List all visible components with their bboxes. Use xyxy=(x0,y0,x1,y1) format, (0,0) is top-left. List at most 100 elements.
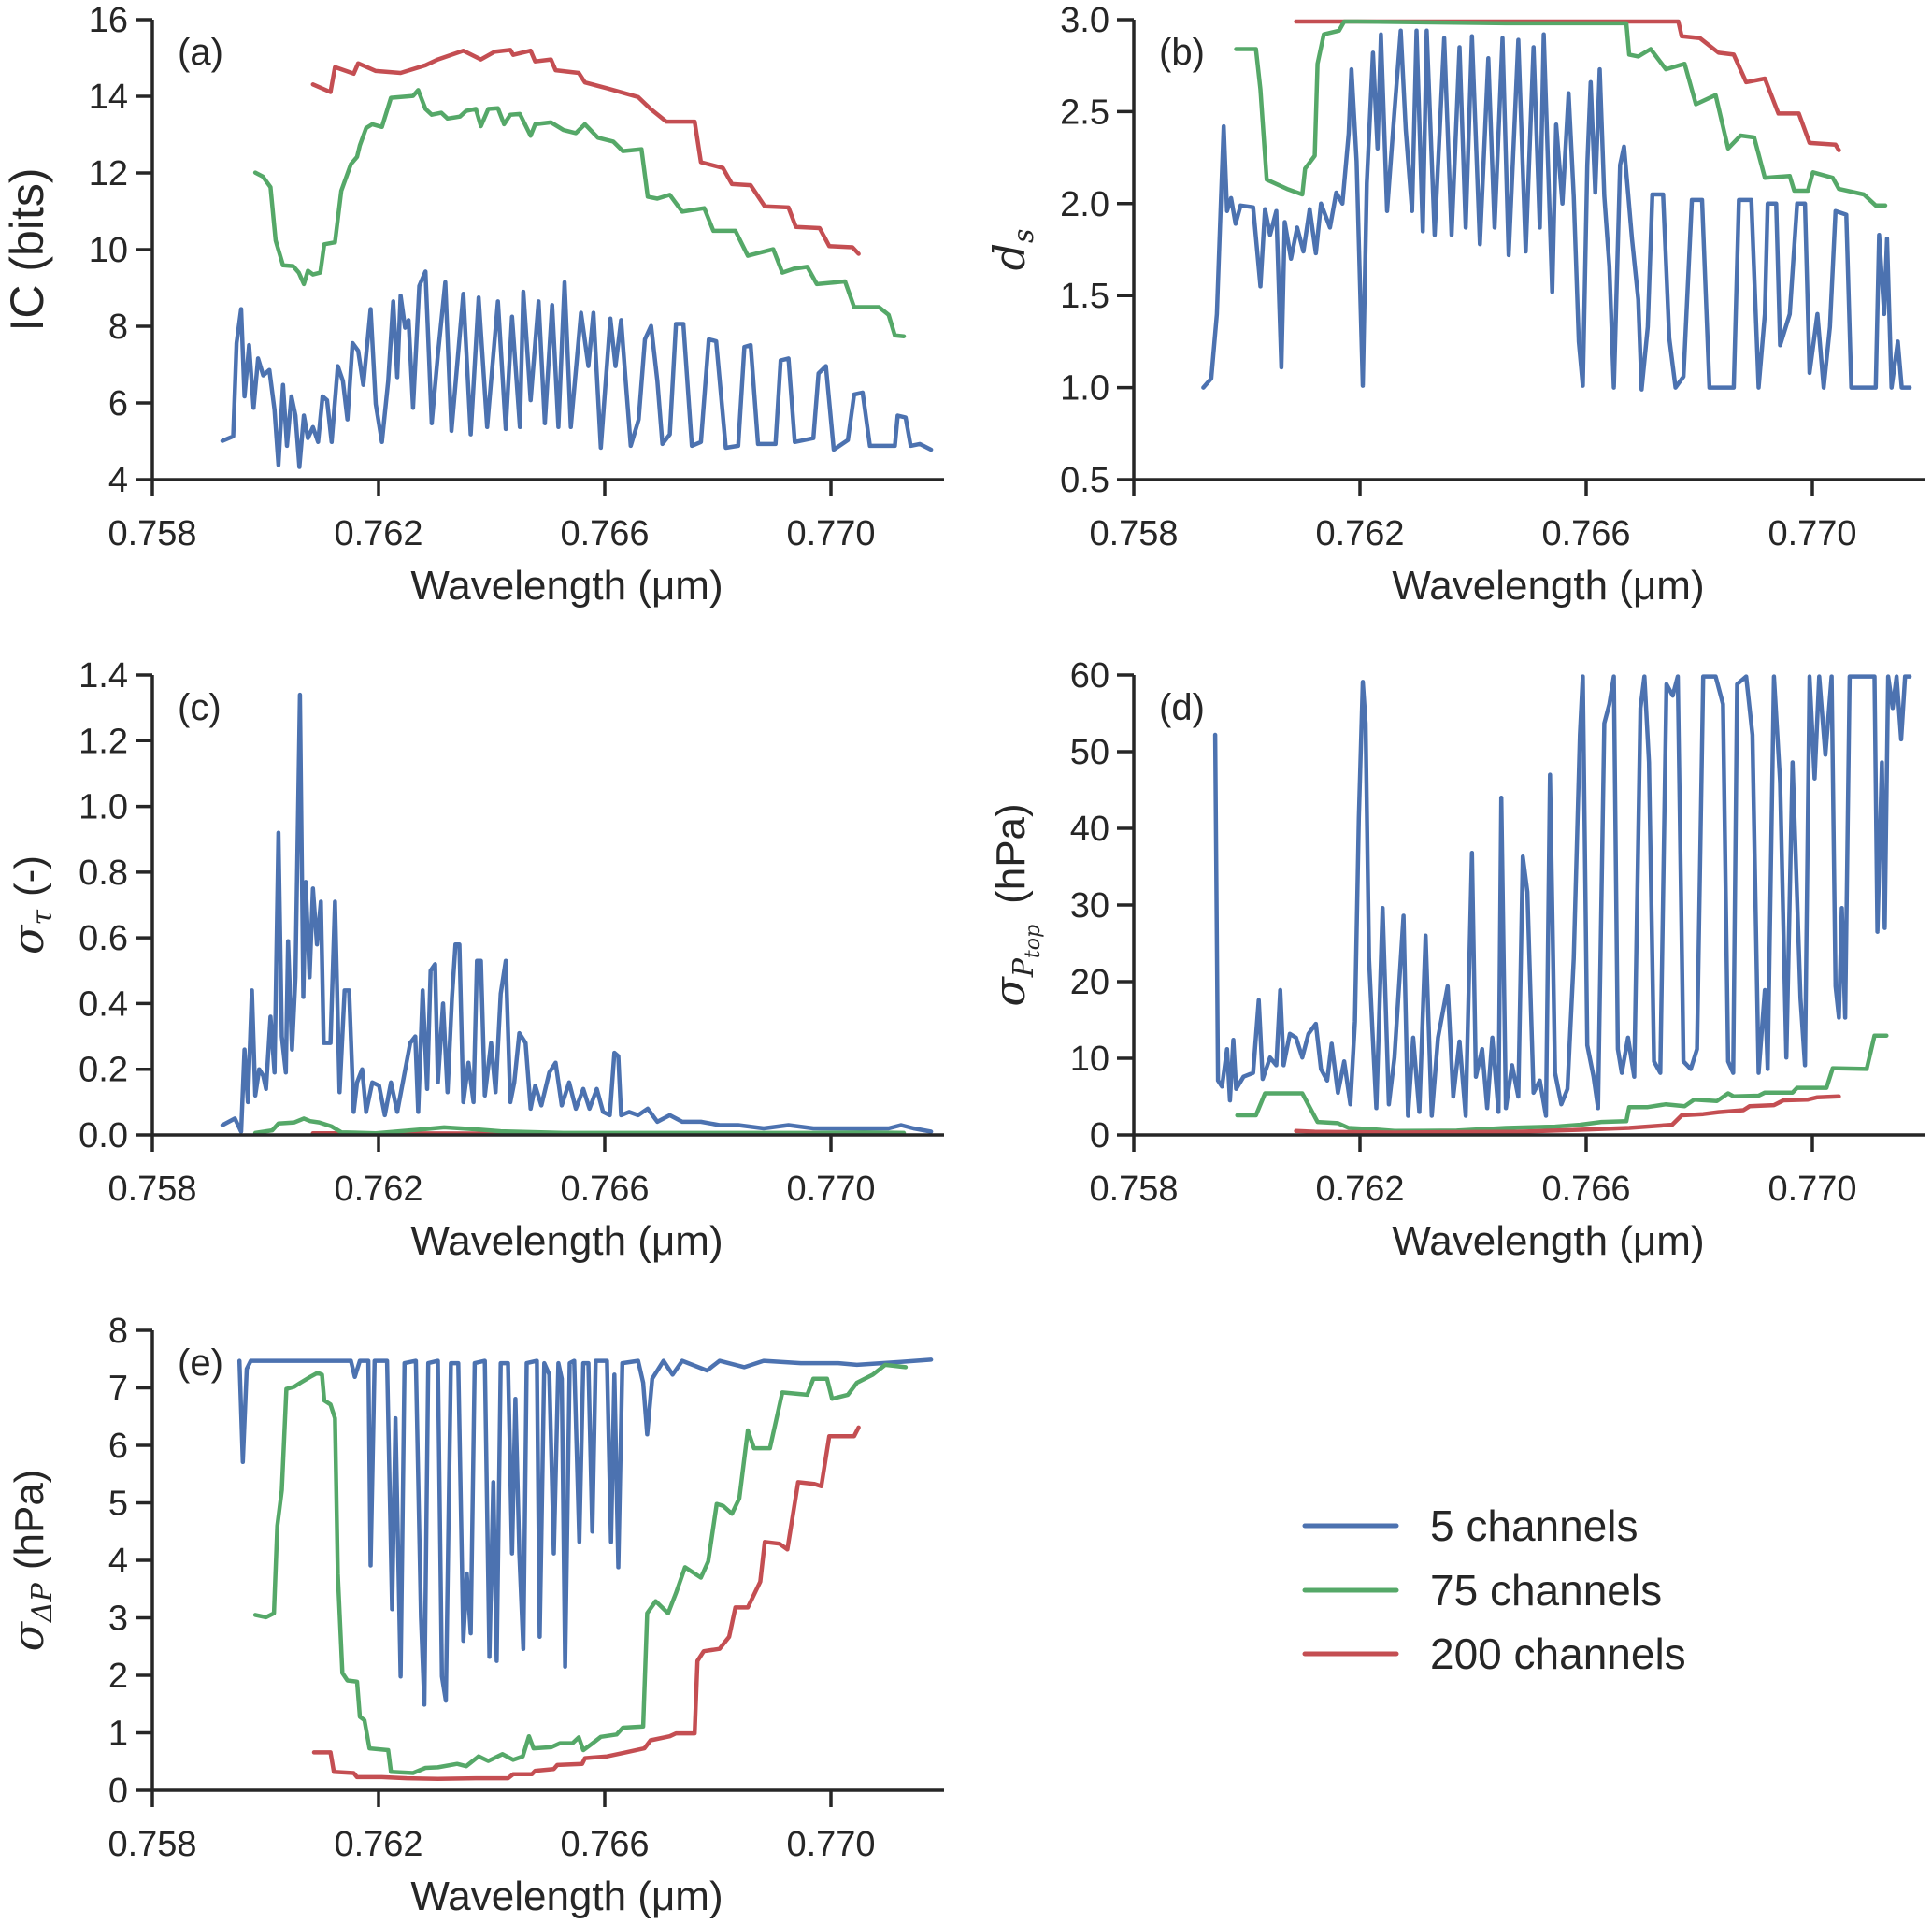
series-line-ch75 xyxy=(1234,19,1888,208)
x-tick-label: 0.762 xyxy=(334,514,422,553)
y-label-subscript: τ xyxy=(26,910,59,926)
x-tick-label: 0.762 xyxy=(1315,1170,1404,1209)
series-line-ch200 xyxy=(1294,19,1841,152)
y-tick-label: 10 xyxy=(89,231,128,270)
legend-label: 5 channels xyxy=(1430,1501,1639,1550)
series-line-ch5 xyxy=(1212,674,1912,1118)
y-tick-label: 0 xyxy=(1090,1116,1109,1156)
panel-label: (e) xyxy=(178,1342,223,1384)
panel-a: 4 6 8 10 12 14 16 0.758 0.762 0.766 0.770 Wavelengt… xyxy=(1,1,944,609)
series-group xyxy=(220,692,934,1136)
panel-label: (b) xyxy=(1159,32,1205,73)
series-group xyxy=(1201,19,1912,392)
legend-label: 75 channels xyxy=(1430,1566,1662,1615)
y-label-symbol: d xyxy=(984,243,1035,270)
y-axis-label: στ (-) xyxy=(3,855,59,955)
y-tick-label: 10 xyxy=(1070,1040,1109,1079)
y-tick-label: 0 xyxy=(108,1772,128,1811)
y-tick-label: 2 xyxy=(108,1657,128,1696)
series-line-ch75 xyxy=(1235,1033,1889,1134)
y-label-units: (hPa) xyxy=(7,1470,52,1571)
series-line-ch200 xyxy=(311,1425,861,1781)
y-axis-label: IC (bits) xyxy=(1,168,53,332)
x-tick-label: 0.766 xyxy=(560,1170,649,1209)
x-tick-label: 0.758 xyxy=(1089,514,1178,553)
x-tick-label: 0.758 xyxy=(1089,1170,1178,1209)
legend: 5 channels 75 channels 200 channels xyxy=(1302,1501,1686,1678)
x-axis-label: Wavelength (μm) xyxy=(1392,563,1704,609)
y-tick-label: 14 xyxy=(89,78,128,117)
y-tick-label: 12 xyxy=(89,154,128,194)
x-tick-label: 0.762 xyxy=(334,1170,422,1209)
series-line-ch5 xyxy=(220,269,934,469)
y-tick-label: 0.6 xyxy=(79,919,128,958)
series-line-ch5 xyxy=(1201,28,1912,392)
y-axis-label: σPtop (hPa) xyxy=(984,803,1045,1006)
y-label-symbol: σ xyxy=(3,924,53,955)
x-tick-label: 0.758 xyxy=(107,514,196,553)
x-tick-label: 0.766 xyxy=(560,1825,649,1864)
y-tick-label: 2.5 xyxy=(1060,93,1109,132)
series-line-ch200 xyxy=(310,48,861,256)
y-tick-label: 60 xyxy=(1070,656,1109,696)
y-tick-label: 1.0 xyxy=(1060,369,1109,409)
y-tick-label: 0.2 xyxy=(79,1051,128,1090)
y-label-subsubscript: top xyxy=(1022,925,1045,958)
x-axis-label: Wavelength (μm) xyxy=(410,1218,723,1264)
y-tick-label: 1.0 xyxy=(79,788,128,827)
series-line-ch5 xyxy=(236,1357,934,1707)
y-tick-label: 4 xyxy=(108,461,128,500)
legend-item-ch5: 5 channels xyxy=(1302,1501,1639,1550)
panel-label: (a) xyxy=(178,32,223,73)
y-tick-label: 6 xyxy=(108,384,128,424)
y-tick-label: 1 xyxy=(108,1715,128,1754)
y-tick-label: 16 xyxy=(89,1,128,40)
y-tick-label: 8 xyxy=(108,308,128,347)
series-line-ch200 xyxy=(1294,1094,1841,1135)
y-label-subscript: ΔP xyxy=(26,1582,59,1623)
legend-item-ch75: 75 channels xyxy=(1302,1566,1662,1615)
x-tick-label: 0.770 xyxy=(786,1825,875,1864)
y-label-subscript: P xyxy=(1008,957,1040,978)
y-label-units: (hPa) xyxy=(988,803,1034,904)
x-tick-label: 0.758 xyxy=(107,1170,196,1209)
series-group xyxy=(236,1357,934,1781)
y-tick-label: 0.5 xyxy=(1060,461,1109,500)
series-group xyxy=(1212,674,1912,1135)
y-tick-label: 3 xyxy=(108,1600,128,1639)
y-tick-label: 5 xyxy=(108,1485,128,1524)
series-line-ch5 xyxy=(220,692,934,1134)
y-tick-label: 2.0 xyxy=(1060,185,1109,224)
y-label-symbol: σ xyxy=(984,976,1035,1007)
x-tick-label: 0.770 xyxy=(1767,1170,1856,1209)
y-tick-label: 0.0 xyxy=(79,1116,128,1156)
x-tick-label: 0.770 xyxy=(1767,514,1856,553)
x-tick-label: 0.766 xyxy=(1541,1170,1630,1209)
legend-label: 200 channels xyxy=(1430,1630,1686,1678)
panel-d: 0 10 20 30 40 50 60 0.758 0.762 0.766 0.770 Wavelen… xyxy=(984,656,1925,1264)
y-label-units: (-) xyxy=(7,855,52,897)
series-line-ch75 xyxy=(252,88,907,338)
x-tick-label: 0.758 xyxy=(107,1825,196,1864)
y-tick-label: 4 xyxy=(108,1542,128,1581)
panel-e: 0 1 2 3 4 5 6 7 8 0.758 0.762 0.766 0.770 Wavelength … xyxy=(3,1312,944,1919)
y-label-symbol: σ xyxy=(3,1620,53,1651)
y-tick-label: 0.4 xyxy=(79,984,128,1024)
y-label-text: IC (bits) xyxy=(1,168,53,332)
y-tick-label: 50 xyxy=(1070,733,1109,772)
y-tick-label: 3.0 xyxy=(1060,1,1109,40)
x-tick-label: 0.762 xyxy=(1315,514,1404,553)
x-tick-label: 0.766 xyxy=(1541,514,1630,553)
y-axis-label: σΔP (hPa) xyxy=(3,1470,59,1652)
y-axis-label: ds xyxy=(984,229,1040,271)
y-label-subscript: s xyxy=(1008,229,1040,243)
series-line-ch75 xyxy=(252,1362,909,1775)
y-tick-label: 40 xyxy=(1070,810,1109,849)
y-tick-label: 30 xyxy=(1070,886,1109,926)
y-tick-label: 20 xyxy=(1070,963,1109,1002)
x-axis-label: Wavelength (μm) xyxy=(1392,1218,1704,1264)
panel-label: (d) xyxy=(1159,687,1205,728)
legend-item-ch200: 200 channels xyxy=(1302,1630,1686,1678)
